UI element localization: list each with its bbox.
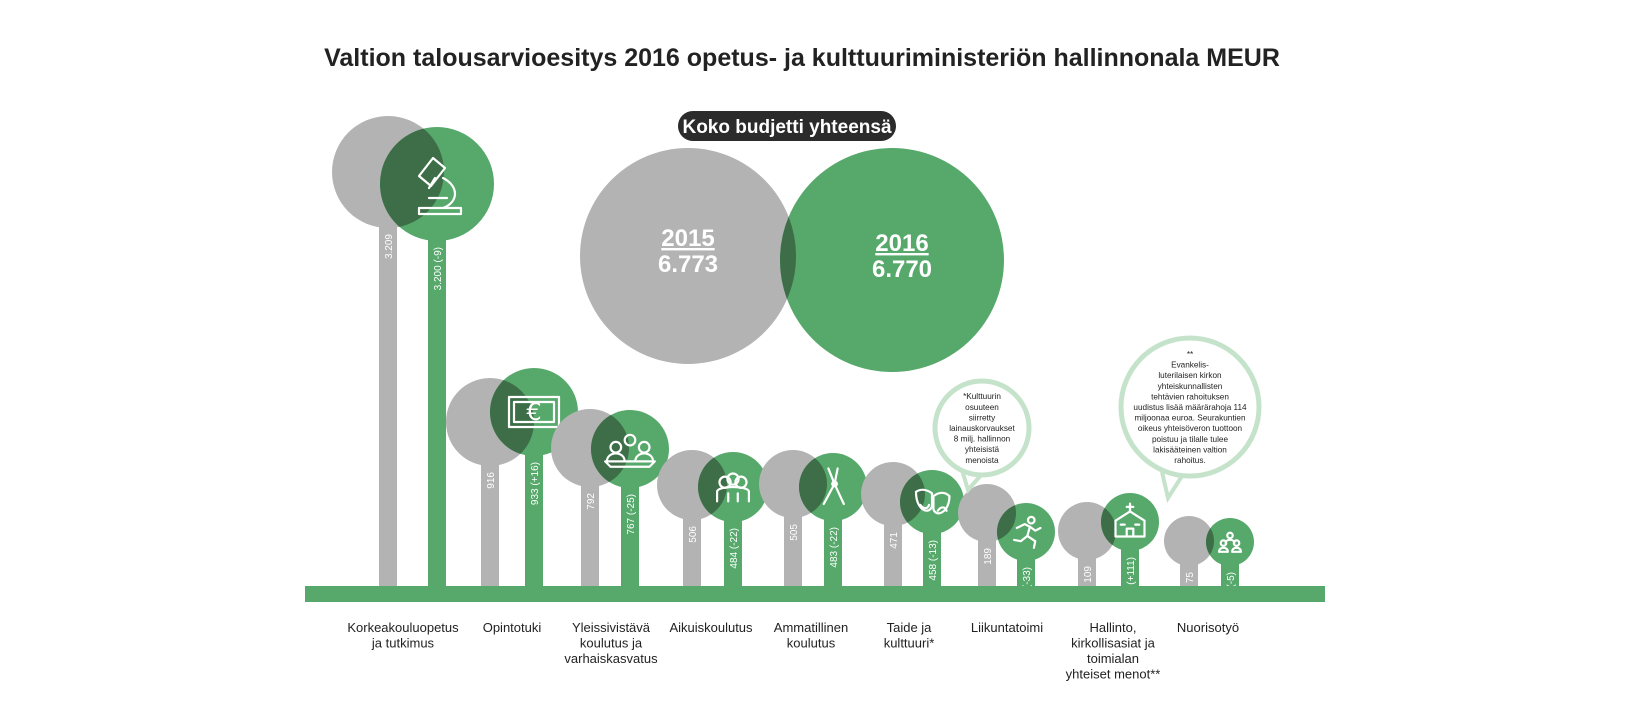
circle-overlap — [799, 458, 827, 513]
value-label-2016: 220 (+111) — [1126, 557, 1137, 604]
youth-group-icon — [1217, 531, 1243, 553]
category-label: Korkeakouluopetus ja tutkimus — [347, 620, 459, 651]
total-2016-circle — [780, 148, 1004, 372]
circle-2015 — [1164, 516, 1214, 566]
value-label-2015: 75 — [1185, 572, 1196, 584]
category-label: Yleissivistävä koulutus ja varhaiskasvatus — [564, 620, 658, 666]
value-label-2016: 767 (-25) — [626, 494, 637, 535]
category-item: 506 484 (-22) — [657, 450, 768, 586]
svg-text:€: € — [526, 398, 541, 426]
chart-title: Valtion talousarvioesitys 2016 opetus- j… — [324, 44, 1280, 72]
value-label-2016: 483 (-22) — [829, 527, 840, 568]
runner-icon — [1013, 515, 1042, 549]
value-label-2015: 506 — [688, 526, 699, 543]
total-2015-value: 6.773 — [658, 251, 718, 278]
stem-2015 — [379, 172, 397, 586]
circle-overlap — [698, 457, 728, 515]
circle-2015 — [1058, 502, 1116, 560]
theater-masks-icon — [914, 488, 951, 515]
note-tail — [1160, 471, 1184, 504]
total-budget-pill — [678, 111, 896, 141]
adults-icon — [715, 472, 751, 503]
value-label-2016: 933 (+16) — [530, 462, 541, 505]
circle-overlap — [490, 380, 534, 454]
value-label-2015: 505 — [789, 524, 800, 541]
microscope-icon — [417, 156, 463, 216]
value-label-2015: 109 — [1083, 566, 1094, 583]
notes: *Kulttuurin osuuteen siirretty lainauskorva… — [932, 335, 1262, 504]
base-bar — [305, 586, 1325, 602]
category-label: Liikuntatoimi — [971, 620, 1043, 635]
total-2016-value: 6.770 — [872, 256, 932, 283]
category-items: 3.209 3.200 (-9) €916 933 (+16) 792 767 (-25)… — [332, 116, 1254, 608]
value-label-2015: 471 — [889, 532, 900, 549]
category-item: 109 220 (+111) — [1058, 493, 1159, 604]
value-label-2015: 189 — [983, 548, 994, 565]
category-item: 792 767 (-25) — [551, 409, 669, 586]
total-2015-year: 2015 — [661, 225, 714, 252]
value-label-2015: 3.209 — [384, 234, 395, 259]
total-2016-year: 2016 — [875, 230, 928, 257]
note-circle — [932, 378, 1032, 478]
circle-overlap — [1100, 507, 1116, 546]
category-label: Taide ja kulttuuri* — [884, 620, 935, 651]
circle-overlap — [900, 473, 925, 523]
category-item: €916 933 (+16) — [446, 368, 578, 586]
value-label-2015: 792 — [586, 493, 597, 510]
note-text: ** Evankelis-luterilaisen kirkon yhteiskun… — [1133, 350, 1247, 465]
category-label: Opintotuki — [483, 620, 542, 635]
total-2015-circle — [580, 148, 796, 364]
category-item: 7569 (-5) — [1164, 516, 1254, 601]
circle-overlap — [380, 128, 444, 227]
note-bubble: ** Evankelis-luterilaisen kirkon yhteiskun… — [1118, 335, 1262, 504]
category-label: Ammatillinen koulutus — [774, 620, 848, 651]
church-icon — [1114, 502, 1146, 538]
value-label-2016: 484 (-22) — [729, 528, 740, 569]
note-circle — [1118, 335, 1262, 479]
category-label: Aikuiskoulutus — [669, 620, 753, 635]
value-label-2016: 3.200 (-9) — [433, 247, 444, 290]
category-labels: Korkeakouluopetus ja tutkimus Opintotuki Yl… — [347, 620, 1239, 682]
category-item: 505 483 (-22) — [759, 450, 867, 586]
note-bubble: *Kulttuurin osuuteen siirretty lainauskorva… — [932, 378, 1032, 495]
category-label: Hallinto, kirkollisasiat ja toimialan yhtei… — [1066, 620, 1161, 682]
classroom-icon — [604, 433, 656, 468]
pliers-icon — [822, 467, 845, 506]
circle-overlap — [997, 505, 1016, 540]
total-overlap — [780, 216, 796, 300]
category-item: 471 458 (-13) — [861, 462, 964, 586]
circle-overlap — [1206, 528, 1215, 555]
category-item: 3.209 3.200 (-9) — [332, 116, 494, 586]
value-label-2015: 916 — [486, 472, 497, 489]
note-text: *Kulttuurin osuuteen siirretty lainauskorva… — [949, 392, 1015, 465]
category-label: Nuorisotyö — [1177, 620, 1239, 635]
total-budget: Koko budjetti yhteensä 2015 6.773 2016 6… — [580, 111, 1004, 372]
stem-2016 — [428, 184, 446, 586]
circle-2016 — [1206, 518, 1254, 566]
value-label-2016: 458 (-13) — [928, 540, 939, 581]
total-budget-label: Koko budjetti yhteensä — [682, 117, 891, 138]
